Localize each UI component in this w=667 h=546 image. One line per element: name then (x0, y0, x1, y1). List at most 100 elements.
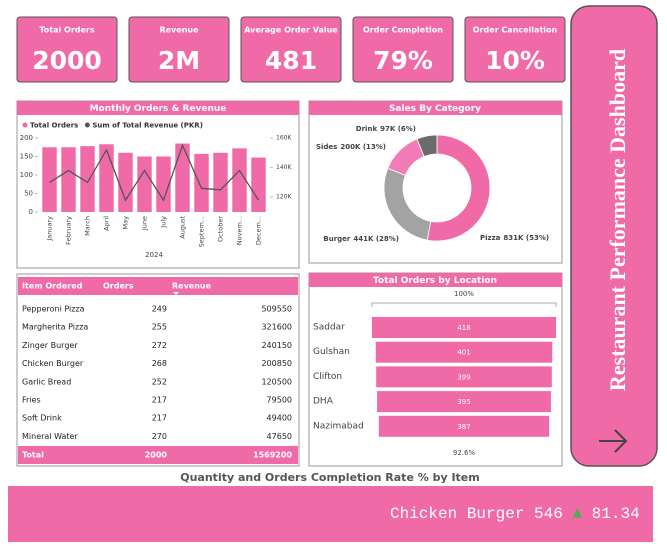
funnel-bar (376, 366, 552, 388)
table-cell: 120500 (261, 377, 292, 386)
bar (80, 146, 95, 212)
table-total: 1569200 (253, 451, 292, 460)
donut-slice (426, 134, 491, 242)
column-header: Orders (103, 282, 134, 291)
title-panel (570, 5, 658, 467)
table-cell: Fries (22, 396, 41, 405)
table-cell: 509550 (261, 305, 292, 314)
ticker-text: Chicken Burger 546 ▲ 81.34 (390, 505, 640, 523)
funnel-value: 387 (457, 423, 470, 431)
table-cell: 252 (152, 377, 167, 386)
legend-marker (22, 122, 28, 128)
table-cell: 272 (152, 341, 167, 350)
kpi-label: Total Orders (39, 26, 94, 35)
table-cell: 217 (152, 396, 167, 405)
dashboard-title: Restaurant Performance Dashboard (605, 49, 630, 391)
panel-header (309, 101, 562, 115)
up-arrow: ▲ (572, 505, 582, 523)
kpi-value: 79% (373, 46, 433, 75)
x-tick-label: Septem... (198, 216, 206, 247)
y2-tick-label: 140K (276, 164, 292, 171)
table-cell: Margherita Pizza (22, 323, 88, 332)
bar (118, 152, 133, 212)
slice-value: 200K (13%) (340, 143, 386, 151)
table-cell: 240150 (261, 341, 292, 350)
x-tick-label: July (160, 216, 168, 229)
kpi-card (240, 16, 342, 83)
table-cell: 268 (152, 359, 167, 368)
bar (232, 148, 247, 212)
table-header (18, 277, 298, 295)
column-header: Item Ordered (22, 282, 83, 291)
table-cell: 249 (152, 305, 167, 314)
chart-title: Monthly Orders & Revenue (90, 104, 227, 114)
column-header: Revenue (172, 282, 212, 291)
x-tick-label: March (84, 216, 92, 236)
funnel-category: Clifton (313, 372, 342, 382)
table-cell: 200850 (261, 359, 292, 368)
x-tick-label: Decem... (255, 216, 263, 245)
ticker-band (8, 486, 653, 542)
slice-label: Drink 97K (6%) (356, 125, 416, 133)
kpi-value: 2000 (32, 46, 102, 75)
panel-header (17, 101, 299, 115)
kpi-label: Revenue (159, 26, 199, 35)
x-tick-label: May (122, 216, 130, 230)
table-total: Total (22, 451, 44, 460)
table-total: 2000 (145, 451, 168, 460)
legend-label: Sum of Total Revenue (PKR) (92, 122, 203, 130)
table-cell: Soft Drink (22, 414, 62, 423)
table-cell: 49400 (267, 414, 292, 423)
kpi-label: Order Completion (363, 26, 443, 35)
funnel-category: Gulshan (313, 347, 350, 357)
funnel-value: 395 (457, 398, 470, 406)
slice-value: 441K (28%) (353, 235, 399, 243)
funnel-bar (377, 391, 551, 413)
panel (16, 273, 300, 467)
y-tick-label: 0 (29, 208, 33, 216)
table-cell: 47650 (267, 432, 292, 441)
kpi-value: 2M (158, 46, 200, 75)
funnel-bar (372, 317, 556, 338)
kpi-value: 10% (485, 46, 545, 75)
bar (42, 147, 57, 212)
chart-title: Total Orders by Location (373, 276, 497, 286)
kpi-label: Order Cancellation (473, 26, 558, 35)
bar (99, 144, 114, 212)
table-cell: Mineral Water (22, 432, 78, 441)
table-total-row (18, 446, 298, 464)
funnel-value: 399 (457, 373, 470, 381)
nav-arrow[interactable] (599, 429, 628, 453)
funnel-bar (375, 341, 553, 363)
funnel-value: 418 (457, 324, 470, 332)
funnel-category: Saddar (313, 323, 345, 333)
bar (251, 157, 266, 212)
slice-label: Burger 441K (28%) (323, 235, 399, 243)
funnel-category: Nazimabad (313, 421, 364, 431)
bar (137, 156, 152, 212)
ticker-item: Chicken Burger (390, 505, 524, 523)
y-tick-label: 200 (20, 134, 33, 142)
bar (156, 156, 171, 212)
table-cell: 255 (152, 323, 167, 332)
funnel-top-label: 100% (454, 290, 474, 298)
sort-indicator (173, 292, 179, 295)
kpi-card (464, 16, 566, 83)
bar (175, 143, 190, 212)
kpi-card (128, 16, 230, 83)
x-tick-label: April (103, 216, 111, 231)
bar (194, 153, 209, 212)
table-cell: Garlic Bread (22, 377, 71, 386)
x-tick-label: Novem... (236, 216, 244, 245)
kpi-value: 481 (265, 46, 317, 75)
slice-label: Sides 200K (13%) (316, 143, 386, 151)
x-tick-label: February (65, 216, 73, 245)
funnel-value: 401 (457, 349, 470, 357)
ticker-title: Quantity and Orders Completion Rate % by… (180, 471, 479, 484)
chart-title: Sales By Category (389, 104, 481, 114)
slice-value: 97K (6%) (380, 125, 416, 133)
x-tick-label: January (46, 216, 54, 242)
slice-category: Drink (356, 125, 378, 133)
table-cell: 321600 (261, 323, 292, 332)
